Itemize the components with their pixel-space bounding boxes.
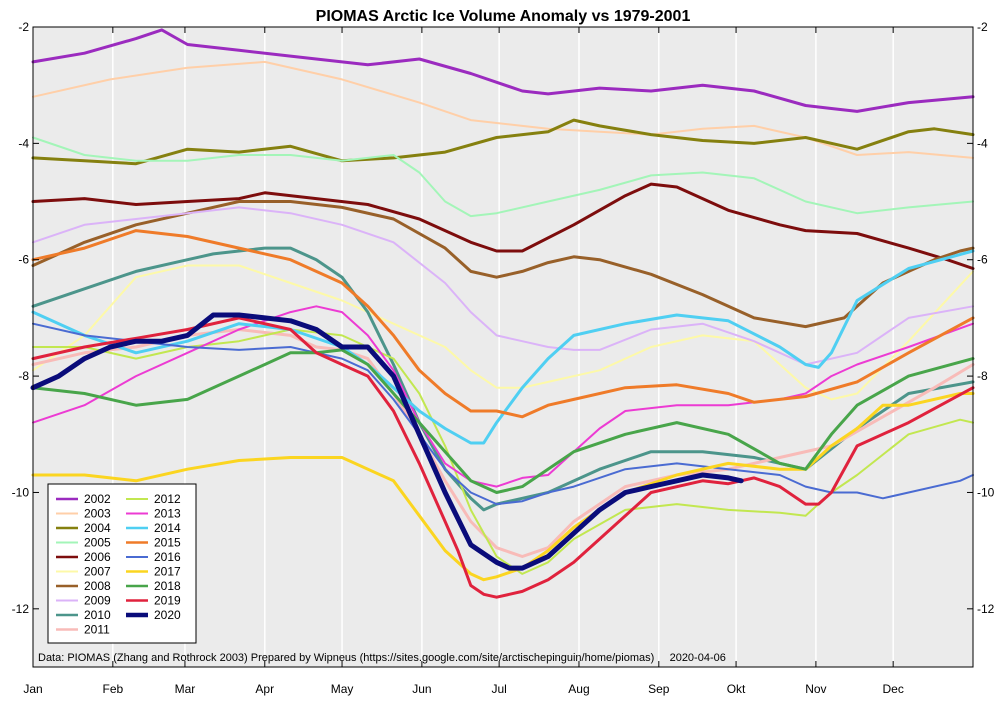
y-tick-label: -8 — [18, 369, 29, 383]
y-tick-label-right: -10 — [977, 485, 995, 499]
legend-label-2013: 2013 — [154, 507, 181, 521]
axis-ticks: Jan Feb Mar Apr May Jun Jul Aug Sep Okt Nov Dec -2 -2… — [12, 20, 995, 696]
series-line-2014 — [31, 249, 975, 445]
legend-label-2016: 2016 — [154, 550, 181, 564]
series-line-2016 — [32, 322, 974, 506]
series-line-2006 — [31, 182, 975, 270]
series-line-2019 — [31, 316, 975, 599]
y-tick-label: -2 — [18, 20, 29, 34]
legend-label-2007: 2007 — [84, 565, 111, 579]
source-annotation: Data: PIOMAS (Zhang and Rothrock 2003) P… — [38, 652, 726, 664]
x-tick-label: Jun — [412, 682, 431, 696]
series-line-2015 — [31, 229, 975, 419]
x-tick-label: Aug — [568, 682, 589, 696]
series-line-2018 — [31, 348, 975, 494]
x-tick-label: Nov — [805, 682, 826, 696]
y-tick-label-right: -12 — [977, 602, 995, 616]
y-tick-label: -10 — [12, 485, 30, 499]
series-line-2009 — [32, 206, 974, 366]
x-tick-label: May — [331, 682, 354, 696]
legend-label-2010: 2010 — [84, 608, 111, 622]
series-line-2002 — [31, 28, 975, 113]
legend-label-2003: 2003 — [84, 507, 111, 521]
series-line-2005 — [32, 136, 974, 218]
legend-label-2019: 2019 — [154, 594, 181, 608]
series-line-2003 — [32, 60, 974, 159]
x-tick-label: Jan — [23, 682, 42, 696]
legend-label-2017: 2017 — [154, 565, 181, 579]
legend-label-2005: 2005 — [84, 536, 111, 550]
legend-label-2014: 2014 — [154, 521, 181, 535]
x-tick-label: Mar — [175, 682, 196, 696]
series-line-2004 — [31, 118, 975, 166]
legend-label-2012: 2012 — [154, 492, 181, 506]
legend-label-2011: 2011 — [84, 623, 110, 637]
x-tick-label: Apr — [255, 682, 274, 696]
legend-label-2020: 2020 — [154, 608, 181, 622]
y-tick-label: -6 — [18, 253, 29, 267]
legend-label-2015: 2015 — [154, 536, 181, 550]
chart-title: PIOMAS Arctic Ice Volume Anomaly vs 1979… — [316, 8, 691, 25]
legend-label-2006: 2006 — [84, 550, 111, 564]
series-group — [30, 28, 975, 599]
legend: 2002200320042005200620072008200920102011… — [47, 483, 197, 644]
y-tick-label-right: -8 — [977, 369, 988, 383]
x-tick-label: Jul — [491, 682, 506, 696]
legend-label-2004: 2004 — [84, 521, 111, 535]
legend-box — [47, 483, 197, 644]
y-tick-label: -12 — [12, 602, 30, 616]
y-tick-label-right: -2 — [977, 20, 988, 34]
legend-label-2002: 2002 — [84, 492, 111, 506]
x-tick-label: Sep — [648, 682, 670, 696]
x-tick-label: Feb — [102, 682, 123, 696]
x-tick-label: Dec — [882, 682, 903, 696]
x-tick-label: Okt — [727, 682, 746, 696]
plot-frame — [32, 26, 974, 668]
series-line-2013 — [32, 305, 974, 488]
legend-label-2008: 2008 — [84, 579, 111, 593]
y-tick-label: -4 — [18, 136, 29, 150]
y-tick-label-right: -6 — [977, 253, 988, 267]
legend-label-2018: 2018 — [154, 579, 181, 593]
series-line-2020 — [30, 312, 744, 571]
y-tick-label-right: -4 — [977, 136, 988, 150]
legend-label-2009: 2009 — [84, 594, 111, 608]
